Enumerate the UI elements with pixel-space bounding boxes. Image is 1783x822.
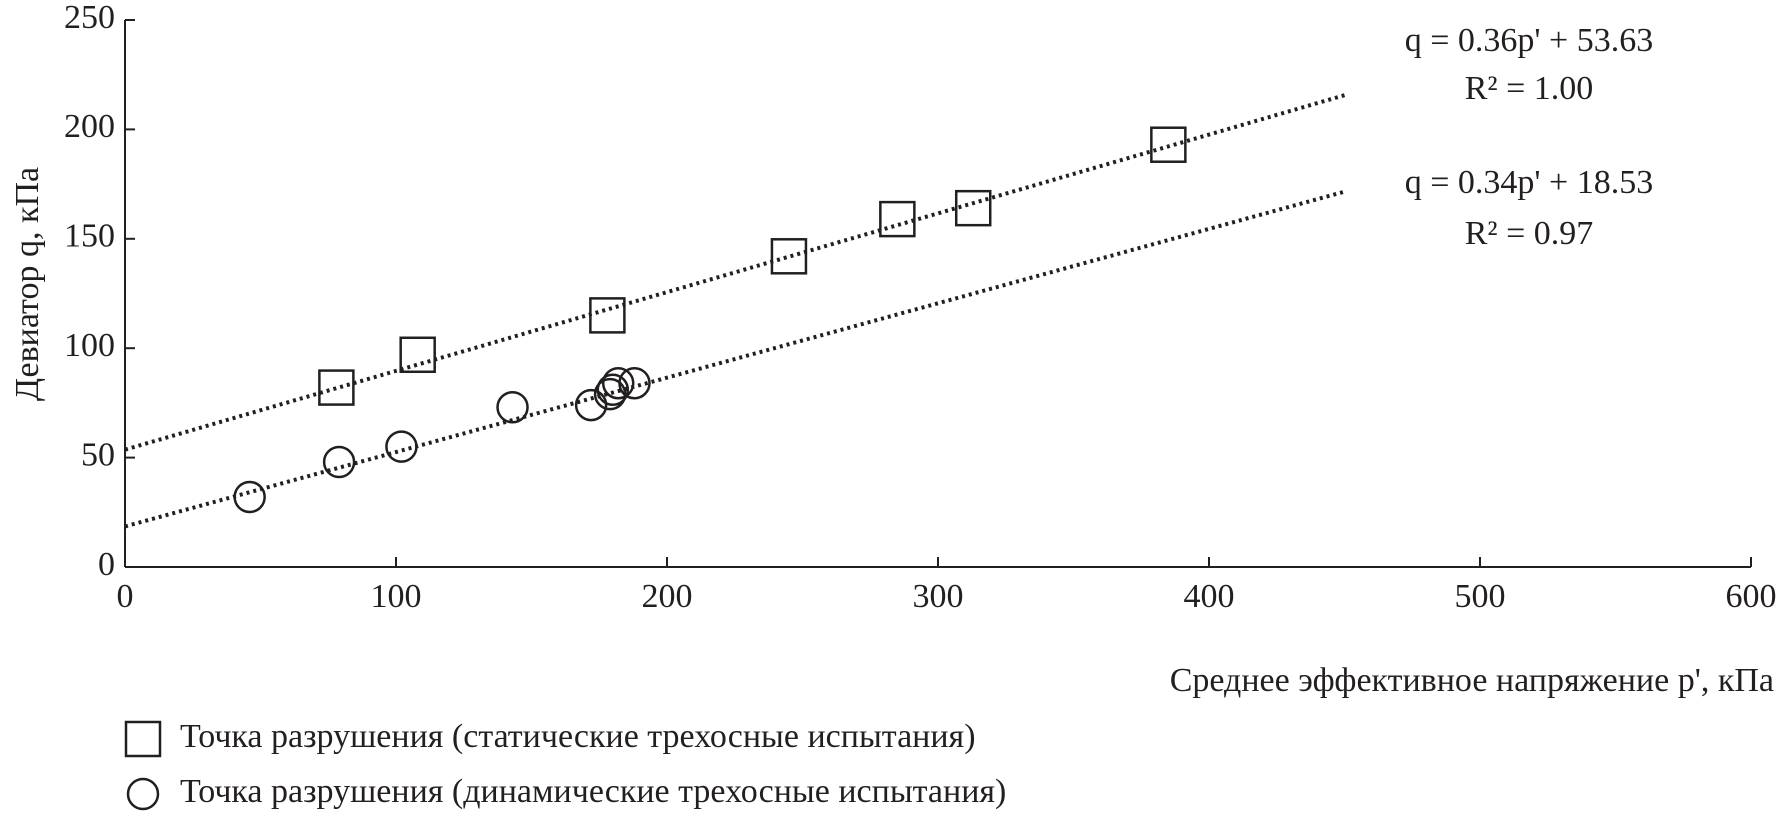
y-tick-label: 100 (64, 327, 115, 364)
trend-r2: R² = 1.00 (1465, 70, 1594, 107)
circle-marker (596, 373, 630, 407)
y-tick-label: 150 (64, 218, 115, 255)
x-tick-label: 600 (1726, 578, 1777, 615)
trend-equation: q = 0.36p' + 53.63 (1405, 22, 1653, 59)
y-axis-label: Девиатор q, кПа (9, 167, 46, 401)
x-tick-label: 400 (1184, 578, 1235, 615)
circle-marker (601, 366, 635, 400)
circle-marker (126, 777, 160, 811)
circle-marker (496, 391, 529, 424)
circle-marker (322, 445, 356, 479)
y-tick-label: 50 (81, 436, 115, 473)
trend-equation: q = 0.34p' + 18.53 (1405, 164, 1653, 201)
y-tick-label: 0 (98, 546, 115, 583)
trend-line (124, 189, 1346, 529)
x-tick-label: 200 (642, 578, 693, 615)
x-tick-label: 100 (371, 578, 422, 615)
circle-marker (385, 430, 418, 463)
trend-line (124, 93, 1346, 452)
y-tick-label: 250 (64, 0, 115, 36)
legend-label: Точка разрушения (динамические трехосные… (180, 773, 1006, 810)
circle-marker (574, 388, 608, 422)
y-tick-label: 200 (64, 108, 115, 145)
square-marker (124, 720, 162, 758)
x-tick-label: 0 (117, 578, 134, 615)
trend-r2: R² = 0.97 (1465, 215, 1594, 252)
circle-marker (618, 366, 651, 400)
square-marker (318, 369, 355, 406)
square-marker (589, 297, 626, 334)
square-marker (399, 336, 436, 374)
legend-label: Точка разрушения (статические трехосные … (180, 718, 976, 755)
circle-marker (233, 480, 266, 514)
square-marker (770, 238, 808, 275)
x-axis-label: Среднее эффективное напряжение p', кПа (1170, 662, 1774, 699)
x-tick-label: 300 (913, 578, 964, 615)
square-marker (879, 200, 916, 238)
square-marker (954, 189, 992, 227)
square-marker (1150, 126, 1187, 163)
x-tick-label: 500 (1455, 578, 1506, 615)
